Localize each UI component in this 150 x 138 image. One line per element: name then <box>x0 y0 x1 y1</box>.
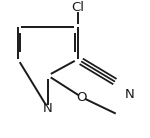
Text: N: N <box>124 88 134 101</box>
Text: N: N <box>43 102 53 115</box>
Text: Cl: Cl <box>71 1 84 14</box>
Text: O: O <box>76 91 87 104</box>
